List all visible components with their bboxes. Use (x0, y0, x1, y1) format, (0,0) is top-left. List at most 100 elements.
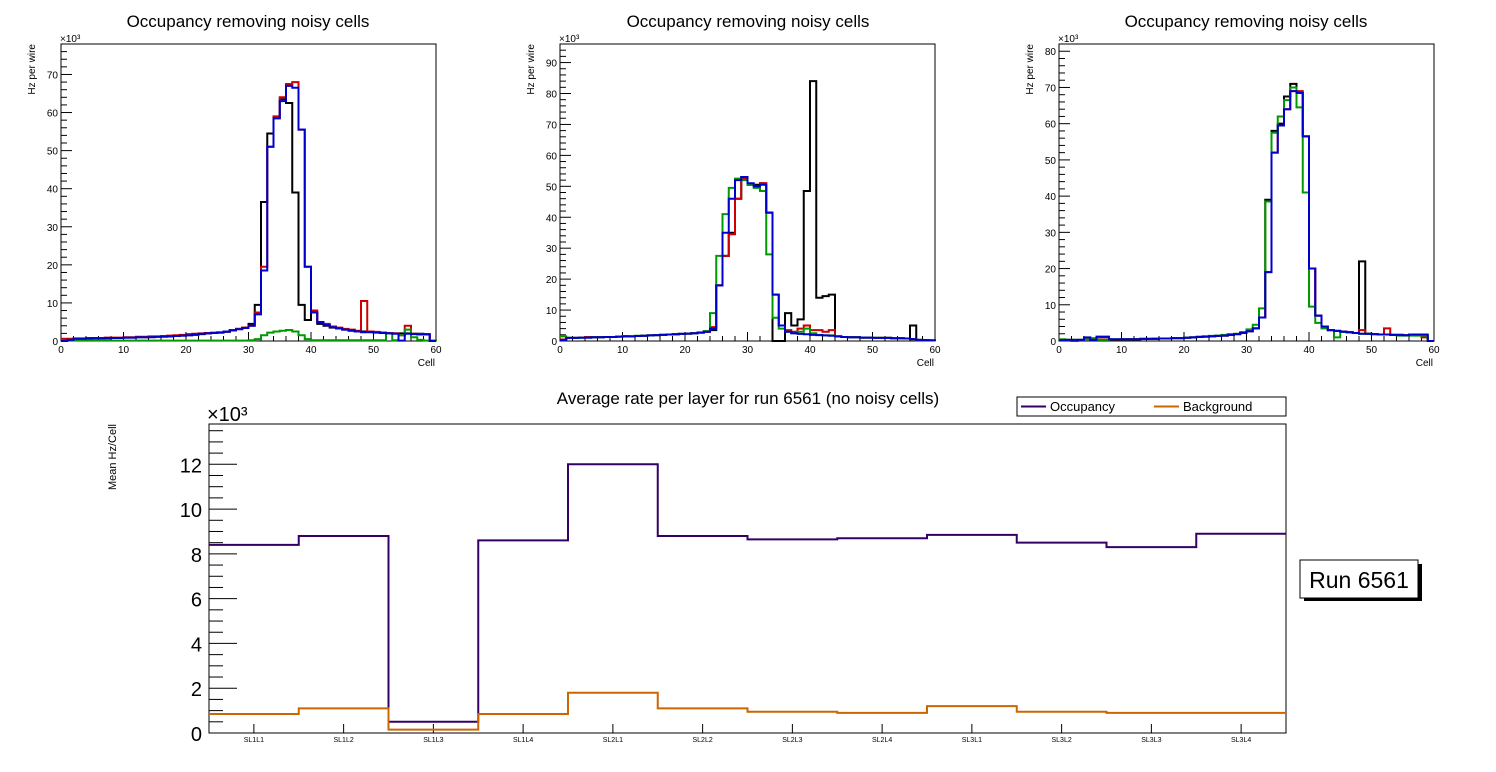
layer-rate-panel: Average rate per layer for run 6561 (no … (107, 389, 1287, 746)
legend-label-occupancy: Occupancy (1050, 399, 1116, 414)
x-tick-label: 40 (804, 345, 816, 356)
annotation-text: Run 6561 (1309, 567, 1409, 593)
y-tick-label: 0 (52, 337, 58, 348)
y-tick-label: 60 (47, 109, 59, 120)
x-tick-label: 20 (679, 345, 691, 356)
x-tick-label: 40 (1303, 345, 1315, 356)
x-category-label: SL2L2 (693, 737, 713, 744)
plot-frame (1058, 43, 1435, 342)
y-axis-label: Hz per wire (1025, 44, 1036, 95)
y-tick-label: 80 (546, 90, 558, 101)
y-tick-label: 40 (47, 185, 59, 196)
annotation-box (1299, 559, 1419, 599)
x-tick-label: 30 (1241, 345, 1253, 356)
histogram-panel-1: Occupancy removing noisy cells 0 10 20 30 40 5… (27, 12, 442, 369)
y-tick-label: 80 (1045, 47, 1057, 58)
y-tick-label: 4 (191, 634, 202, 656)
x-tick-label: 60 (1428, 345, 1440, 356)
y-tick-label: 40 (546, 213, 558, 224)
histogram-series-red (1059, 90, 1434, 342)
legend: Occupancy Background (1016, 396, 1287, 417)
y-tick-label: 20 (47, 261, 59, 272)
y-tick-label: 60 (1045, 120, 1057, 131)
histogram-series-blue (560, 176, 936, 342)
y-tick-label: 0 (1050, 337, 1056, 348)
x-tick-label: 0 (557, 345, 563, 356)
y-tick-label: 0 (191, 724, 202, 746)
x-tick-label: 20 (180, 345, 192, 356)
y-tick-label: 70 (1045, 83, 1057, 94)
y-tick-label: 12 (180, 455, 202, 477)
y-tick-label: 10 (180, 500, 202, 522)
run-annotation: Run 6561 (1299, 559, 1422, 601)
x-tick-label: 10 (1116, 345, 1128, 356)
y-tick-label: 10 (1045, 301, 1057, 312)
x-category-label: SL3L1 (962, 737, 982, 744)
y-tick-label: 90 (546, 59, 558, 70)
y-tick-label: 6 (191, 590, 202, 612)
x-axis-label: Cell (1416, 358, 1433, 369)
x-category-label: SL2L3 (782, 737, 802, 744)
x-axis-label: Cell (418, 358, 435, 369)
histogram-series-black (61, 98, 437, 342)
y-tick-label: 20 (546, 275, 558, 286)
y-tick-label: 30 (546, 244, 558, 255)
x-tick-label: 50 (368, 345, 380, 356)
y-exponent-label: ×10³ (1058, 34, 1079, 45)
x-tick-label: 60 (430, 345, 442, 356)
x-tick-label: 10 (617, 345, 629, 356)
histogram-panel-2: Occupancy removing noisy cells 0 10 20 30 40 5… (526, 12, 941, 369)
y-tick-label: 70 (47, 70, 59, 81)
x-tick-label: 50 (867, 345, 879, 356)
y-axis-label: Hz per wire (526, 44, 537, 95)
chart-title: Occupancy removing noisy cells (627, 12, 870, 31)
x-tick-label: 50 (1366, 345, 1378, 356)
y-tick-label: 50 (1045, 156, 1057, 167)
chart-title: Occupancy removing noisy cells (127, 12, 370, 31)
y-tick-label: 40 (1045, 192, 1057, 203)
y-tick-label: 50 (47, 147, 59, 158)
x-tick-label: 40 (305, 345, 317, 356)
y-tick-label: 30 (47, 223, 59, 234)
legend-label-background: Background (1183, 399, 1252, 414)
y-tick-label: 50 (546, 182, 558, 193)
x-category-label: SL1L1 (244, 737, 264, 744)
x-tick-label: 10 (118, 345, 130, 356)
histogram-series-green (1059, 86, 1434, 342)
y-tick-label: 20 (1045, 265, 1057, 276)
histogram-series-green (61, 328, 437, 342)
x-category-label: SL1L4 (513, 737, 533, 744)
plot-frame (208, 423, 1287, 734)
x-tick-label: 30 (243, 345, 255, 356)
histogram-series-green (560, 177, 936, 342)
x-category-label: SL3L4 (1231, 737, 1251, 744)
y-tick-label: 0 (551, 337, 557, 348)
histogram-panel-3: Occupancy removing noisy cells 0 10 20 30 40 5… (1025, 12, 1440, 369)
x-category-label: SL2L4 (872, 737, 892, 744)
y-exponent-label: ×10³ (559, 34, 580, 45)
x-tick-label: 20 (1178, 345, 1190, 356)
y-tick-label: 60 (546, 151, 558, 162)
legend-box (1016, 396, 1287, 417)
histogram-series-red (61, 81, 437, 342)
y-tick-label: 10 (47, 299, 59, 310)
x-category-label: SL3L2 (1052, 737, 1072, 744)
chart-title: Occupancy removing noisy cells (1125, 12, 1368, 31)
histogram-series-black (560, 80, 936, 342)
y-exponent-label: ×10³ (207, 404, 248, 426)
x-category-label: SL1L2 (334, 737, 354, 744)
x-category-label: SL1L3 (423, 737, 443, 744)
x-category-label: SL2L1 (603, 737, 623, 744)
plot-frame (559, 43, 936, 342)
x-tick-label: 60 (929, 345, 941, 356)
x-tick-label: 0 (58, 345, 64, 356)
series-line-occupancy (209, 463, 1286, 723)
y-exponent-label: ×10³ (60, 34, 81, 45)
y-axis-label: Mean Hz/Cell (107, 424, 119, 490)
x-axis-label: Cell (917, 358, 934, 369)
chart-title: Average rate per layer for run 6561 (no … (557, 389, 939, 408)
x-tick-label: 30 (742, 345, 754, 356)
y-tick-label: 2 (191, 679, 202, 701)
histogram-series-black (1059, 82, 1434, 342)
series-line-background (209, 691, 1286, 731)
